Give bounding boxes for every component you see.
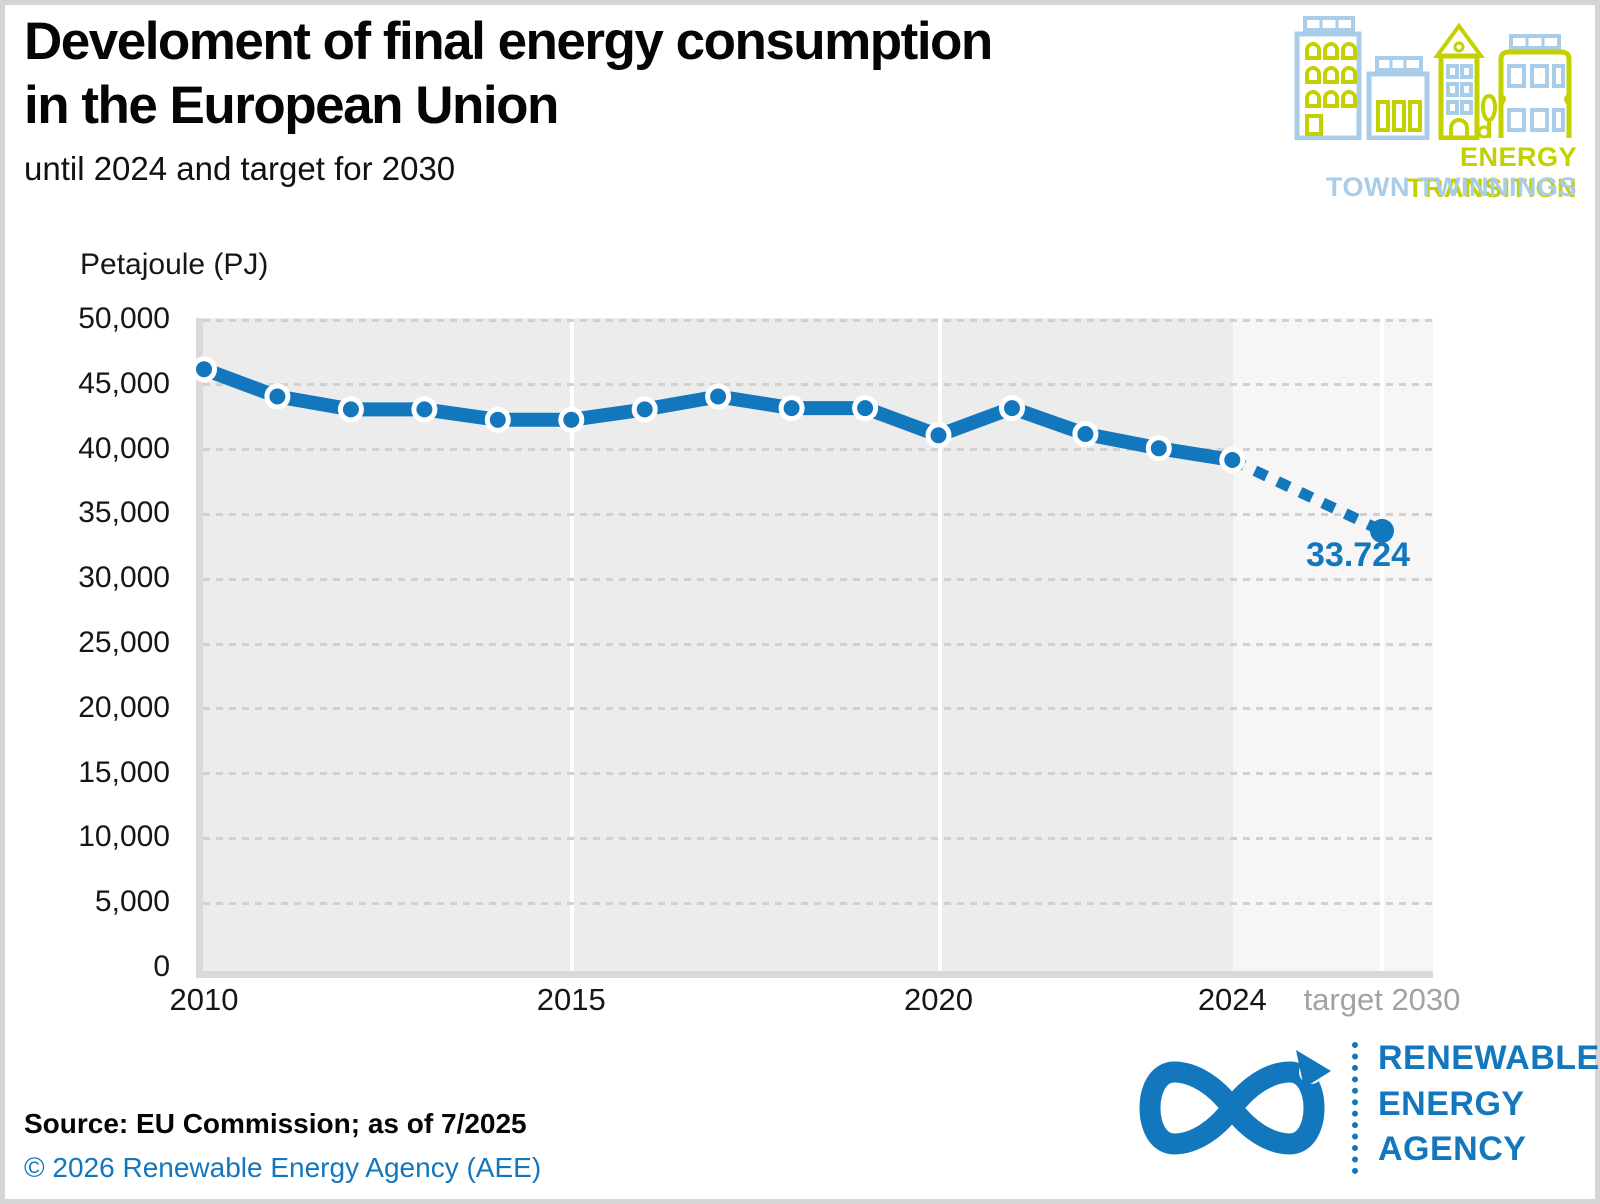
x-tick-label-2020: 2020	[904, 982, 973, 1017]
y-tick-label: 10,000	[78, 820, 170, 854]
town-twinnings-logo: ENERGY TRANSITION TOWN TWINNINGS	[1293, 14, 1577, 203]
target-value-label: 33.724	[1306, 536, 1410, 574]
y-gridline	[203, 577, 1433, 581]
y-gridline	[203, 836, 1433, 840]
y-tick-label: 5,000	[94, 885, 170, 919]
y-tick-label: 20,000	[78, 690, 170, 724]
y-gridline	[203, 901, 1433, 905]
y-gridline	[203, 642, 1433, 646]
page-title-line2: in the European Union	[24, 75, 559, 135]
y-gridline	[203, 772, 1433, 776]
y-gridline	[203, 383, 1433, 387]
y-tick-label: 45,000	[78, 366, 170, 400]
page-subtitle: until 2024 and target for 2030	[24, 150, 456, 187]
logo-wordmark-agency-line: AGENCY	[1378, 1130, 1527, 1169]
y-tick-label: 15,000	[78, 755, 170, 789]
renewable-energy-agency-logo: RENEWABLE ENERGY AGENCY	[1128, 1036, 1599, 1186]
copyright-note: © 2026 Renewable Energy Agency (AEE)	[24, 1152, 542, 1183]
y-tick-label: 50,000	[78, 302, 170, 335]
page-title: Develoment of final energy consumption i…	[24, 10, 993, 137]
logo-wordmark-energy: ENERGY	[1378, 1084, 1525, 1123]
x-tick-label-target: target 2030	[1303, 982, 1461, 1017]
logo-wordmark-town-twinnings: TOWN TWINNINGS	[1326, 172, 1577, 202]
logo-dotted-separator	[1352, 1042, 1358, 1174]
y-tick-label: 0	[153, 950, 170, 983]
x-tick-label-2024: 2024	[1197, 982, 1267, 1017]
y-gridline	[203, 512, 1433, 516]
x-tick-label-2010: 2010	[169, 982, 239, 1017]
town-buildings-icon	[1294, 16, 1572, 141]
y-gridline	[203, 448, 1433, 452]
logo-wordmark-energy-transition: ENERGY TRANSITION	[1407, 142, 1577, 203]
infinity-arrow-icon	[1139, 1050, 1331, 1155]
x-axis-line	[196, 971, 1433, 978]
y-gridline	[203, 318, 1433, 322]
source-note: Source: EU Commission; as of 7/2025	[24, 1108, 527, 1139]
logo-wordmark-renewable: RENEWABLE	[1378, 1039, 1600, 1077]
y-tick-label: 30,000	[78, 561, 170, 595]
y-axis-unit-label: Petajoule (PJ)	[80, 248, 269, 281]
y-gridline	[203, 707, 1433, 711]
y-tick-label: 35,000	[78, 496, 170, 530]
logo-wordmark-agency: RENEWABLE ENERGY AGENCY	[1378, 1036, 1600, 1173]
y-axis-line	[196, 318, 203, 978]
y-tick-label: 25,000	[78, 626, 170, 659]
y-tick-label: 40,000	[78, 431, 170, 465]
page-title-line1: Develoment of final energy consumption	[24, 12, 993, 71]
x-tick-label-2015: 2015	[536, 982, 606, 1017]
